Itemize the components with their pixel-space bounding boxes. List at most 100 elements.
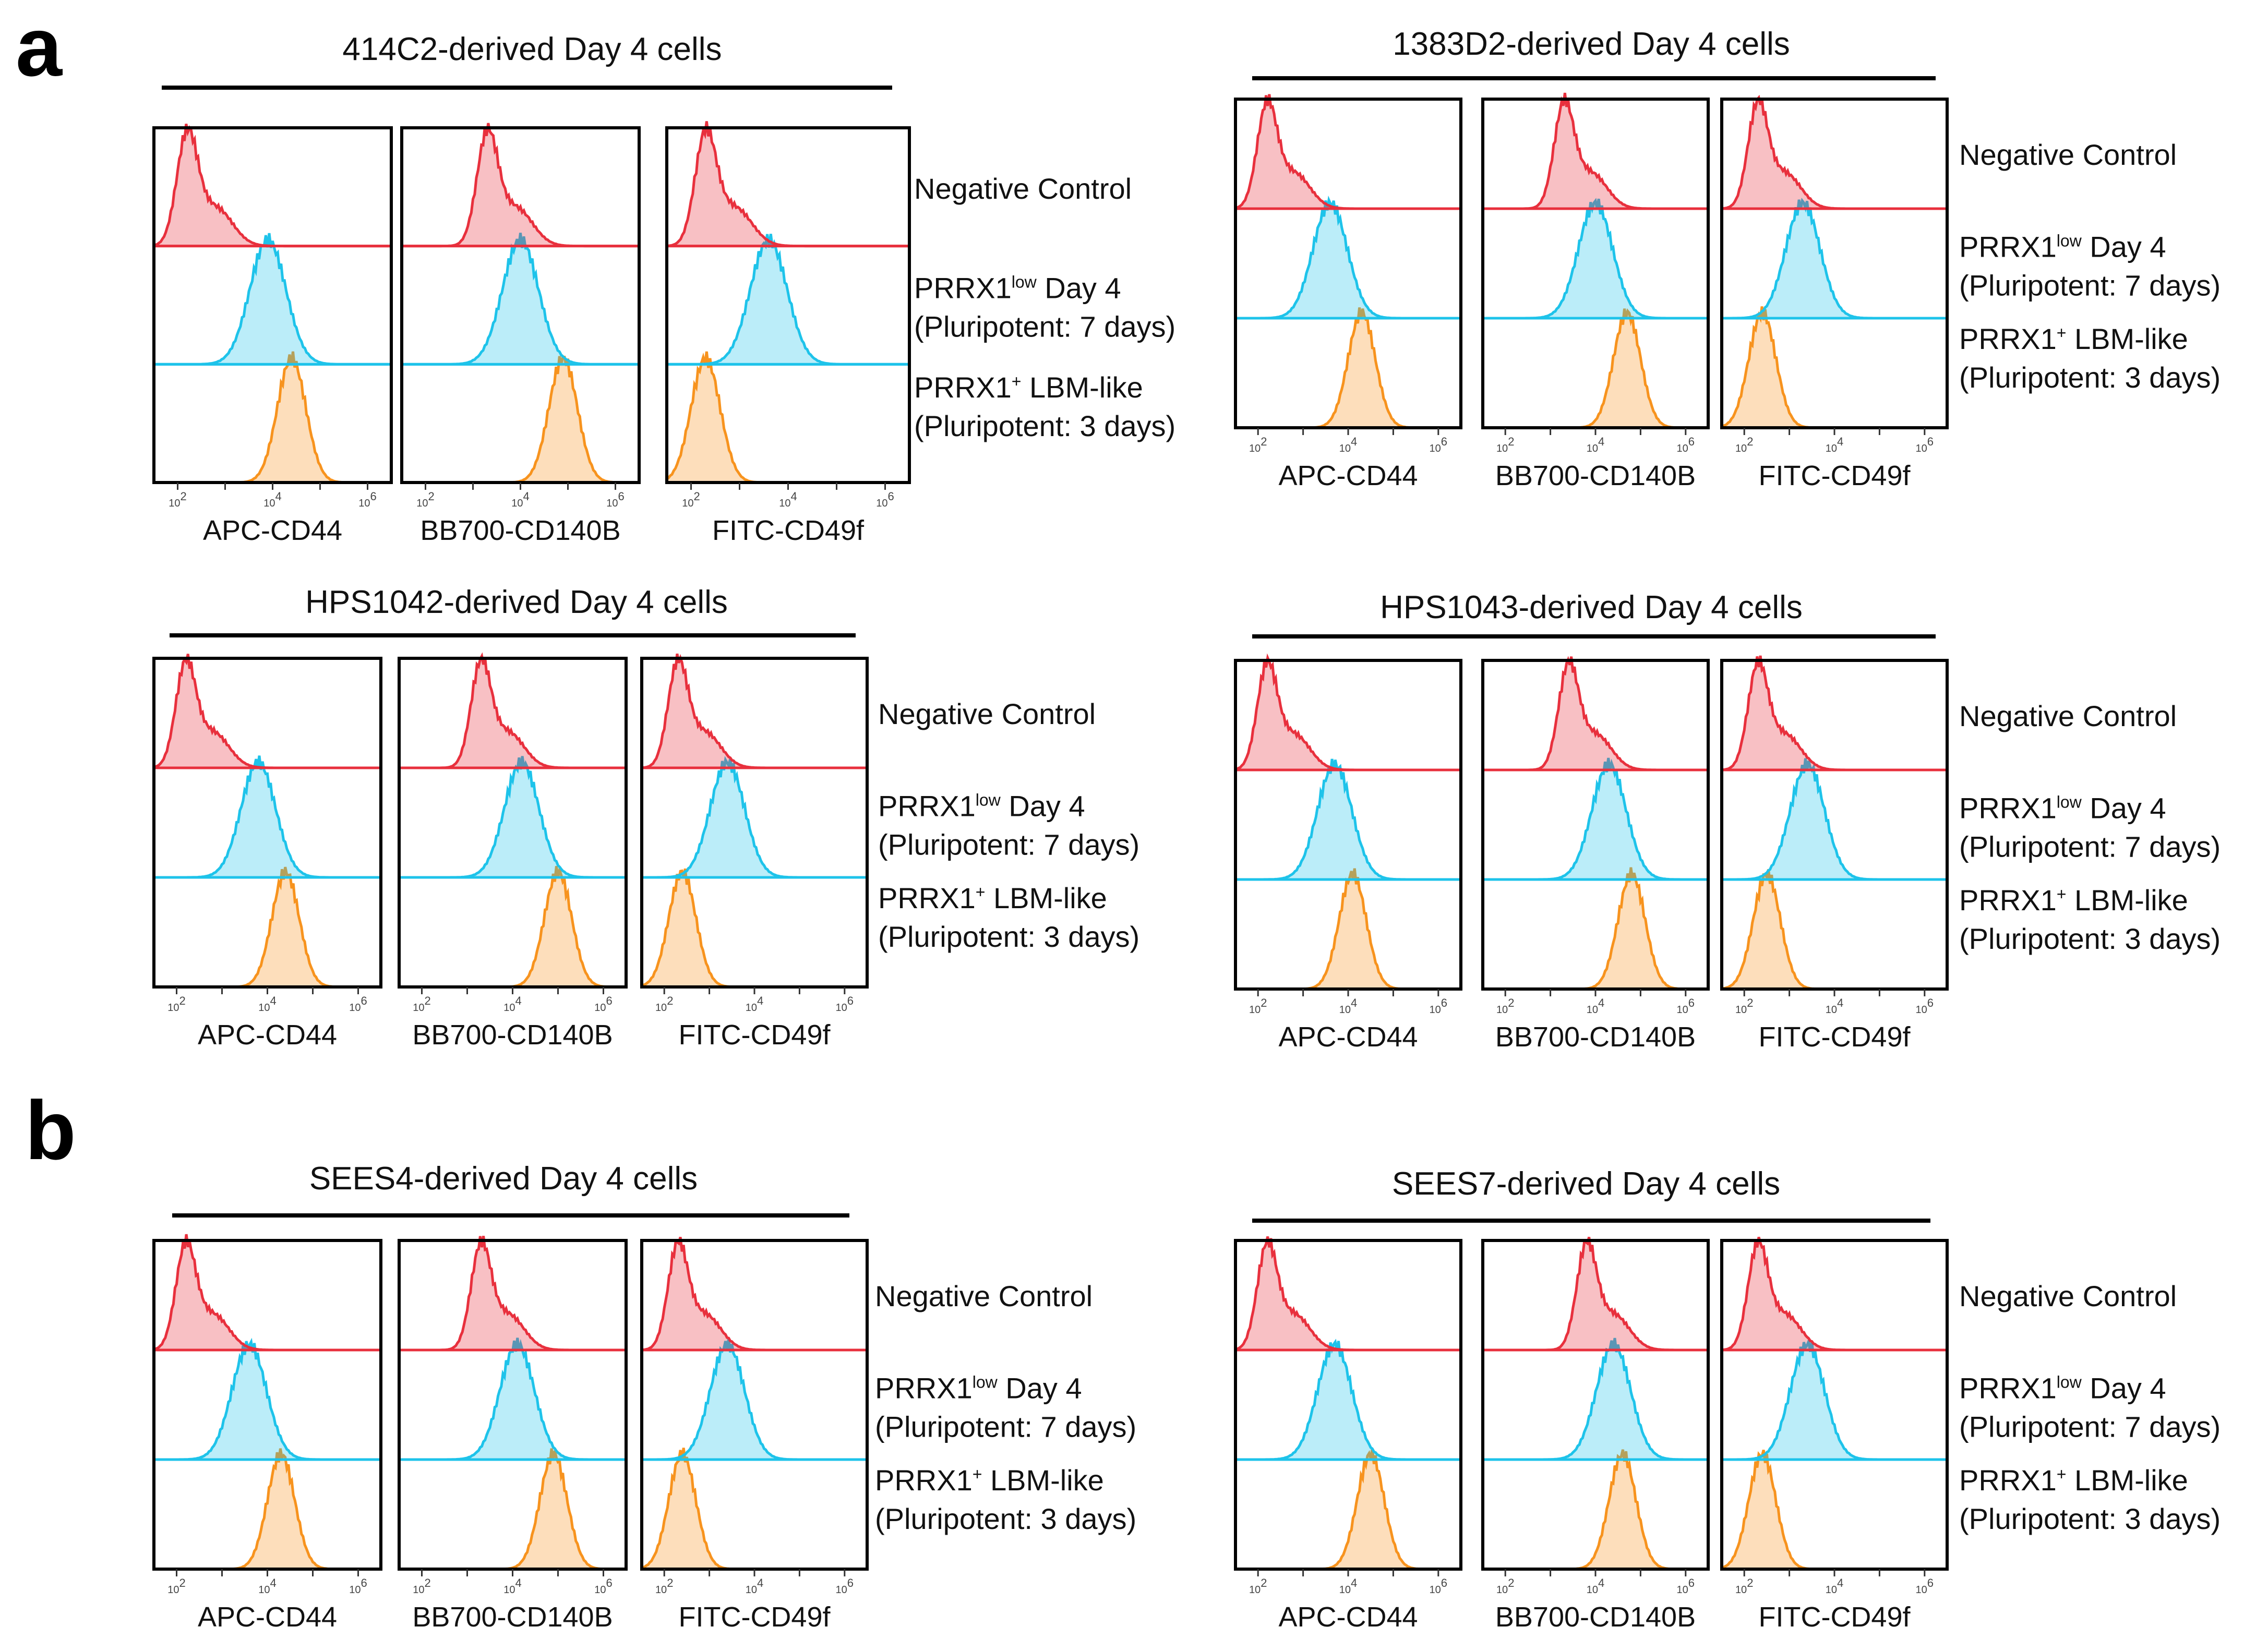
group-title: 414C2-derived Day 4 cells: [342, 31, 722, 67]
series-prrx1-lbm-like: [1235, 307, 1461, 429]
series-prrx1low-day-4: [1235, 195, 1461, 320]
series-prrx1-lbm-like: [1720, 306, 1947, 429]
series-prrx1low-day-4: [1483, 198, 1708, 320]
series-negative-control: [152, 124, 393, 248]
x-tick-label: 102: [682, 490, 700, 509]
histogram-apc-cd44: 102 104 106 APC-CD44: [152, 1234, 382, 1633]
x-tick-label: 102: [655, 1576, 674, 1596]
x-axis-label: BB700-CD140B: [412, 1019, 613, 1051]
legend-entry-detail: (Pluripotent: 3 days): [875, 1502, 1136, 1535]
x-axis-label: APC-CD44: [1278, 1021, 1418, 1053]
legend-entry: Negative Control: [1959, 1280, 2177, 1312]
x-tick-label: 106: [594, 1576, 613, 1596]
series-prrx1-lbm-like: [154, 351, 391, 484]
x-tick-label: 104: [1339, 1576, 1358, 1596]
x-tick-label: 102: [167, 1576, 186, 1596]
histogram-fitc-cd49f: 102 104 106 FITC-CD49f: [665, 121, 911, 546]
series-negative-control: [152, 1234, 381, 1352]
legend: Negative Control PRRX1low Day 4 (Pluripote…: [1959, 700, 2221, 955]
series-prrx1low-day-4: [400, 233, 641, 366]
histogram-bb700-cd140b: 102 104 106 BB700-CD140B: [398, 1236, 628, 1633]
group-sees7-derived-day-4-cells: SEES7-derived Day 4 cells 102 104 106 APC-CD…: [1234, 1166, 2221, 1633]
x-axis-label: BB700-CD140B: [1495, 1601, 1696, 1633]
x-tick-label: 104: [746, 1576, 764, 1596]
series-prrx1low-day-4: [152, 233, 393, 366]
x-tick-label: 104: [1826, 435, 1844, 454]
x-axis-label: FITC-CD49f: [1758, 1021, 1911, 1053]
x-tick-label: 106: [836, 1576, 854, 1596]
histogram-fitc-cd49f: 102 104 106 FITC-CD49f: [640, 653, 869, 1051]
legend-entry: PRRX1low Day 4: [878, 789, 1085, 822]
series-negative-control: [1483, 92, 1708, 210]
group-title: HPS1042-derived Day 4 cells: [305, 584, 728, 620]
series-prrx1-lbm-like: [640, 1448, 867, 1571]
x-tick-label: 106: [1677, 996, 1695, 1016]
x-tick-label: 104: [1339, 996, 1358, 1016]
x-axis-label: APC-CD44: [1278, 460, 1418, 491]
histogram-apc-cd44: 102 104 106 APC-CD44: [152, 124, 393, 546]
legend-entry: PRRX1+ LBM-like: [1959, 322, 2188, 355]
x-tick-label: 104: [1826, 996, 1844, 1016]
x-tick-label: 104: [503, 1576, 522, 1596]
legend-entry-detail: (Pluripotent: 7 days): [914, 310, 1175, 343]
panel-label-a: a: [16, 0, 63, 93]
x-tick-label: 106: [349, 1576, 367, 1596]
series-prrx1low-day-4: [1483, 1337, 1708, 1461]
histogram-bb700-cd140b: 102 104 106 BB700-CD140B: [1481, 1236, 1710, 1633]
legend-entry: Negative Control: [878, 697, 1096, 730]
legend-entry-detail: (Pluripotent: 3 days): [1959, 1502, 2221, 1535]
series-negative-control: [1720, 655, 1947, 772]
x-tick-label: 106: [1916, 435, 1934, 454]
series-prrx1-lbm-like: [640, 868, 867, 989]
series-negative-control: [640, 653, 867, 769]
x-axis-label: APC-CD44: [198, 1601, 337, 1633]
series-prrx1-lbm-like: [1483, 308, 1708, 429]
group-hps1043-derived-day-4-cells: HPS1043-derived Day 4 cells 102 104 106 APC-…: [1234, 589, 2221, 1053]
series-negative-control: [1483, 656, 1708, 772]
legend-entry-detail: (Pluripotent: 7 days): [878, 828, 1139, 861]
x-tick-label: 106: [1677, 435, 1695, 454]
legend: Negative Control PRRX1low Day 4 (Pluripote…: [875, 1280, 1136, 1535]
legend: Negative Control PRRX1low Day 4 (Pluripote…: [1959, 1280, 2221, 1535]
x-tick-label: 106: [606, 490, 625, 509]
legend-entry: Negative Control: [875, 1280, 1093, 1312]
series-prrx1-lbm-like: [1483, 1449, 1708, 1571]
legend-entry: PRRX1+ LBM-like: [875, 1464, 1104, 1497]
x-tick-label: 104: [1587, 1576, 1605, 1596]
x-axis-label: FITC-CD49f: [1758, 460, 1911, 491]
group-sees4-derived-day-4-cells: SEES4-derived Day 4 cells 102 104 106 APC-CD…: [152, 1161, 1136, 1633]
legend: Negative Control PRRX1low Day 4 (Pluripote…: [1959, 138, 2221, 394]
x-tick-label: 102: [1249, 996, 1267, 1016]
series-prrx1low-day-4: [399, 1337, 626, 1461]
x-tick-label: 102: [1249, 435, 1267, 454]
series-negative-control: [1234, 653, 1461, 772]
series-prrx1low-day-4: [642, 1337, 867, 1461]
x-axis-label: APC-CD44: [203, 515, 342, 546]
group-title: SEES7-derived Day 4 cells: [1392, 1166, 1780, 1202]
legend-entry: PRRX1+ LBM-like: [878, 882, 1107, 914]
panel-label-b: b: [25, 1083, 76, 1177]
series-prrx1-lbm-like: [154, 866, 381, 989]
x-axis-label: FITC-CD49f: [1758, 1601, 1911, 1633]
legend-entry-detail: (Pluripotent: 3 days): [1959, 922, 2221, 955]
x-tick-label: 106: [836, 994, 854, 1014]
x-tick-label: 102: [1496, 996, 1515, 1016]
x-tick-label: 102: [167, 994, 186, 1014]
series-prrx1low-day-4: [154, 755, 381, 879]
x-tick-label: 102: [1735, 435, 1754, 454]
x-tick-label: 104: [1339, 435, 1358, 454]
x-tick-label: 106: [358, 490, 377, 509]
group-hps1042-derived-day-4-cells: HPS1042-derived Day 4 cells 102 104 106 APC-…: [152, 584, 1139, 1051]
x-tick-label: 106: [1677, 1576, 1695, 1596]
x-axis-label: APC-CD44: [198, 1019, 337, 1051]
series-negative-control: [1720, 94, 1947, 210]
series-negative-control: [400, 123, 641, 248]
x-tick-label: 104: [511, 490, 530, 509]
x-tick-label: 104: [1587, 435, 1605, 454]
x-tick-label: 102: [413, 1576, 431, 1596]
legend-entry-detail: (Pluripotent: 7 days): [875, 1410, 1136, 1443]
x-tick-label: 106: [1430, 435, 1448, 454]
x-axis-label: FITC-CD49f: [678, 1601, 831, 1633]
x-tick-label: 102: [169, 490, 187, 509]
